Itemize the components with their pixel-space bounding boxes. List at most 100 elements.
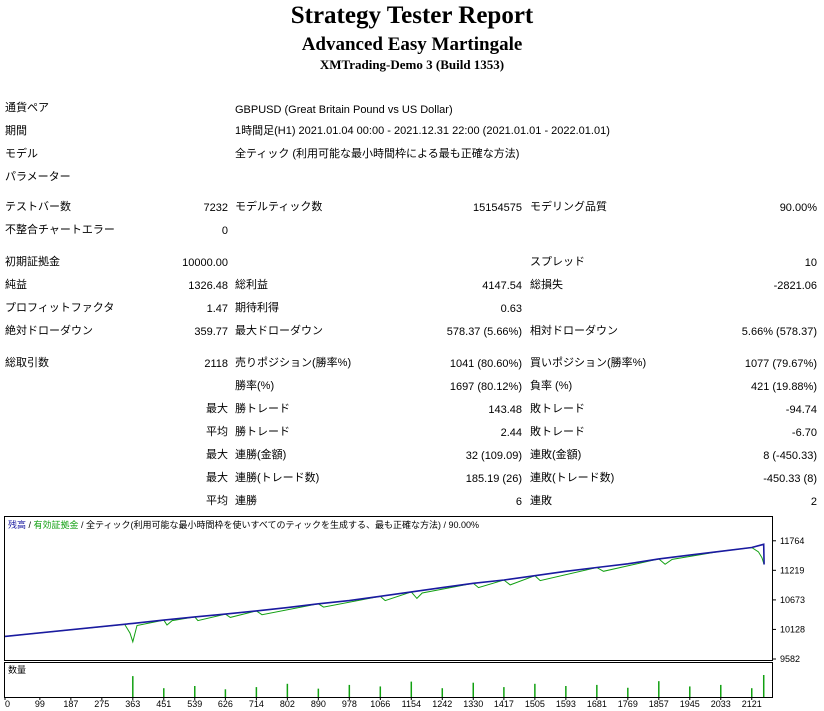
gross-loss-label: 総損失 <box>530 279 563 291</box>
report-title: Strategy Tester Report <box>290 2 534 29</box>
avg-cons-loss-value: 2 <box>810 496 817 508</box>
x-tick-label: 626 <box>218 699 233 708</box>
y-tick-label: 10128 <box>780 624 805 634</box>
x-tick-label: 1681 <box>587 699 607 708</box>
max-cons-profit-value: 185.19 (26) <box>465 473 522 485</box>
short-value: 1041 (80.60%) <box>449 358 522 370</box>
x-tick-label: 890 <box>311 699 326 708</box>
x-tick-label: 1857 <box>649 699 669 708</box>
short-label: 売りポジション(勝率%) <box>235 357 352 369</box>
max-label: 最大 <box>206 449 228 461</box>
x-tick-label: 1769 <box>618 699 638 708</box>
x-tick-label: 363 <box>125 699 140 708</box>
x-tick-label: 1066 <box>370 699 390 708</box>
legend-equity: 有効証拠金 <box>34 519 79 530</box>
avg-label: 平均 <box>206 426 228 438</box>
net-value: 1326.48 <box>188 280 228 292</box>
x-tick-label: 714 <box>249 699 264 708</box>
pf-value: 1.47 <box>206 303 228 315</box>
quality-label: モデリング品質 <box>530 201 607 213</box>
max-cons-lossamt-value: -450.33 (8) <box>763 473 817 485</box>
legend-rest: / 全ティック(利用可能な最小時間枠を使いすべてのティックを生成する、最も正確な… <box>79 519 479 530</box>
x-tick-label: 2121 <box>742 699 762 708</box>
x-tick-label: 187 <box>63 699 78 708</box>
pair-label: 通貨ペア <box>5 102 49 114</box>
net-label: 純益 <box>5 279 27 291</box>
x-tick-label: 1242 <box>432 699 452 708</box>
x-tick-label: 1417 <box>494 699 514 708</box>
largest-win-label: 勝トレード <box>235 403 290 415</box>
long-label: 買いポジション(勝率%) <box>530 357 647 369</box>
bars-value: 7232 <box>203 202 228 214</box>
ticks-label: モデルティック数 <box>235 201 323 213</box>
x-tick-label: 1330 <box>463 699 483 708</box>
expected-value: 0.63 <box>500 303 522 315</box>
x-tick-label: 1505 <box>525 699 545 708</box>
max-cons-win-value: 32 (109.09) <box>465 450 522 462</box>
x-tick-label: 451 <box>156 699 171 708</box>
period-value: 1時間足(H1) 2021.01.04 00:00 - 2021.12.31 2… <box>235 125 610 137</box>
max-cons-lossamt-label: 連敗(トレード数) <box>530 472 615 484</box>
deposit-label: 初期証拠金 <box>5 256 60 268</box>
avg-cons-win-value: 6 <box>515 496 522 508</box>
avg-win-value: 2.44 <box>500 427 522 439</box>
avg-loss-value: -6.70 <box>791 427 817 439</box>
loss-rate-label: 負率 (%) <box>530 380 573 392</box>
params-label: パラメーター <box>5 171 71 183</box>
y-tick-label: 11219 <box>780 565 804 575</box>
long-value: 1077 (79.67%) <box>744 358 817 370</box>
avg-cons-loss-label: 連敗 <box>530 495 552 507</box>
x-tick-label: 0 <box>5 699 10 708</box>
rel-dd-value: 5.66% (578.37) <box>741 326 817 338</box>
y-tick-label: 11764 <box>780 536 804 546</box>
model-value: 全ティック (利用可能な最小時間枠による最も正確な方法) <box>235 148 520 160</box>
x-tick-label: 539 <box>187 699 202 708</box>
loss-rate-value: 421 (19.88%) <box>750 381 817 393</box>
main-plot-frame <box>4 516 773 661</box>
mismatch-label: 不整合チャートエラー <box>5 224 115 236</box>
period-label: 期間 <box>5 125 27 137</box>
total-label: 総取引数 <box>5 357 49 369</box>
expected-label: 期待利得 <box>235 302 279 314</box>
avg-loss-label: 敗トレード <box>530 426 585 438</box>
y-tick-label: 10673 <box>780 595 805 605</box>
ticks-value: 15154575 <box>473 202 522 214</box>
x-tick-label: 978 <box>342 699 357 708</box>
x-tick-label: 802 <box>280 699 295 708</box>
legend-balance: 残高 <box>8 519 26 530</box>
max-cons-loss-value: 8 (-450.33) <box>763 450 817 462</box>
largest-loss-label: 敗トレード <box>530 403 585 415</box>
gross-loss-value: -2821.06 <box>773 280 817 292</box>
largest-loss-value: -94.74 <box>785 404 817 416</box>
gross-profit-label: 総利益 <box>235 279 268 291</box>
pair-value: GBPUSD (Great Britain Pound vs US Dollar… <box>235 104 453 116</box>
x-tick-label: 1593 <box>556 699 576 708</box>
abs-dd-label: 絶対ドローダウン <box>5 325 93 337</box>
ea-name: Advanced Easy Martingale <box>301 34 523 55</box>
avg-label: 平均 <box>206 495 228 507</box>
max-label: 最大 <box>206 472 228 484</box>
model-label: モデル <box>5 148 38 160</box>
account-server: XMTrading-Demo 3 (Build 1353) <box>319 57 505 72</box>
pf-label: プロフィットファクタ <box>5 302 115 314</box>
max-label: 最大 <box>206 403 228 415</box>
spread-label: スプレッド <box>530 256 585 268</box>
win-rate-label: 勝率(%) <box>235 380 275 392</box>
max-dd-label: 最大ドローダウン <box>235 325 323 337</box>
legend-sep: / <box>26 520 34 530</box>
max-dd-value: 578.37 (5.66%) <box>446 326 522 338</box>
series-line-1 <box>4 543 765 638</box>
spread-value: 10 <box>804 257 817 269</box>
largest-win-value: 143.48 <box>488 404 522 416</box>
quality-value: 90.00% <box>779 202 817 214</box>
max-cons-profit-label: 連勝(トレード数) <box>235 472 320 484</box>
y-tick-label: 9582 <box>780 654 800 664</box>
volume-plot-frame <box>4 662 773 698</box>
avg-win-label: 勝トレード <box>235 426 290 438</box>
x-tick-label: 2033 <box>711 699 731 708</box>
x-tick-label: 99 <box>35 699 45 708</box>
bars-label: テストバー数 <box>5 201 71 213</box>
x-tick-label: 275 <box>94 699 109 708</box>
gross-profit-value: 4147.54 <box>482 280 522 292</box>
balance-chart: 残高 / 有効証拠金 / 全ティック(利用可能な最小時間枠を使いすべてのティック… <box>4 516 805 708</box>
